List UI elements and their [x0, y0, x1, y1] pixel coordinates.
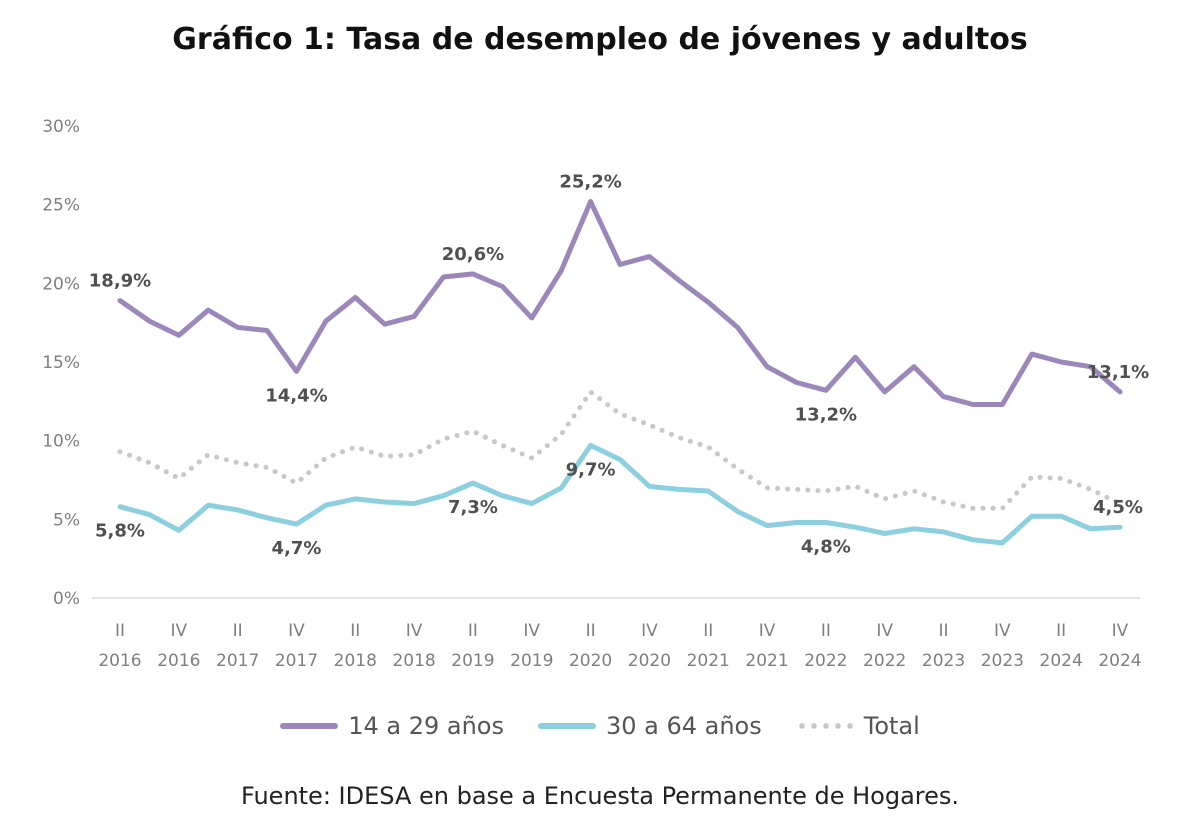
legend-label-adultos: 30 a 64 años: [605, 712, 762, 740]
data-label: 4,7%: [272, 538, 322, 559]
legend-item-total[interactable]: Total: [795, 712, 920, 740]
x-tick-quarter: II: [115, 621, 125, 641]
y-tick-label: 25%: [42, 196, 80, 216]
legend-item-adultos[interactable]: 30 a 64 años: [537, 712, 762, 740]
data-label: 20,6%: [442, 244, 504, 265]
data-label: 13,2%: [795, 404, 857, 425]
x-tick-quarter: IV: [641, 621, 658, 641]
x-tick-quarter: IV: [170, 621, 187, 641]
x-tick-quarter: II: [233, 621, 243, 641]
x-tick-quarter: IV: [523, 621, 540, 641]
legend-label-total: Total: [863, 712, 920, 740]
y-axis-ticks: 0% 5% 10% 15% 20% 25% 30%: [42, 117, 80, 609]
legend-item-jovenes[interactable]: 14 a 29 años: [280, 712, 504, 740]
data-label: 9,7%: [566, 459, 616, 480]
x-tick-year: 2019: [510, 651, 553, 671]
x-tick-year: 2017: [216, 651, 259, 671]
x-tick-quarter: IV: [1112, 621, 1129, 641]
y-tick-label: 15%: [42, 353, 80, 373]
x-tick-year: 2024: [1040, 651, 1083, 671]
x-tick-year: 2017: [275, 651, 318, 671]
data-label: 4,5%: [1093, 497, 1143, 518]
x-tick-year: 2020: [628, 651, 671, 671]
x-tick-year: 2016: [157, 651, 200, 671]
x-tick-year: 2024: [1098, 651, 1141, 671]
data-label: 18,9%: [89, 271, 151, 292]
legend: 14 a 29 años 30 a 64 años Total: [0, 712, 1200, 740]
x-tick-year: 2022: [804, 651, 847, 671]
x-tick-year: 2018: [334, 651, 377, 671]
x-tick-quarter: II: [821, 621, 831, 641]
x-axis-ticks: II 2016 IV 2016 II 2017 IV 2017 II 2018 IV 2018 II 20…: [98, 621, 1141, 671]
series-line-jovenes: [117, 199, 1123, 407]
data-label: 13,1%: [1087, 362, 1149, 383]
legend-swatch-jovenes: [280, 723, 339, 729]
x-tick-year: 2016: [98, 651, 141, 671]
chart-title: Gráfico 1: Tasa de desempleo de jóvenes …: [172, 22, 1028, 57]
x-tick-quarter: II: [468, 621, 478, 641]
data-label: 5,8%: [95, 521, 145, 542]
x-tick-year: 2019: [451, 651, 494, 671]
x-tick-quarter: II: [939, 621, 949, 641]
x-tick-quarter: IV: [759, 621, 776, 641]
series-line-adultos: [117, 442, 1123, 546]
x-tick-year: 2020: [569, 651, 612, 671]
x-tick-year: 2023: [981, 651, 1024, 671]
x-tick-year: 2022: [863, 651, 906, 671]
x-tick-quarter: IV: [994, 621, 1011, 641]
series-line-total: [117, 389, 1123, 511]
y-tick-label: 30%: [42, 117, 80, 137]
source-note: Fuente: IDESA en base a Encuesta Permane…: [240, 782, 960, 810]
x-tick-quarter: IV: [406, 621, 423, 641]
x-tick-quarter: II: [703, 621, 713, 641]
data-label: 7,3%: [448, 497, 498, 518]
series-layer: [117, 199, 1123, 546]
data-label: 14,4%: [265, 385, 327, 406]
legend-label-jovenes: 14 a 29 años: [348, 712, 504, 740]
x-tick-quarter: II: [1056, 621, 1066, 641]
x-tick-quarter: IV: [876, 621, 893, 641]
legend-swatch-total: [795, 723, 854, 729]
y-tick-label: 0%: [53, 589, 80, 609]
x-tick-year: 2021: [687, 651, 730, 671]
x-tick-quarter: II: [350, 621, 360, 641]
x-tick-year: 2021: [745, 651, 788, 671]
legend-swatch-adultos: [537, 723, 596, 729]
x-tick-year: 2023: [922, 651, 965, 671]
x-tick-year: 2018: [392, 651, 435, 671]
data-label: 4,8%: [801, 536, 851, 557]
x-tick-quarter: IV: [288, 621, 305, 641]
y-tick-label: 20%: [42, 274, 80, 294]
data-label: 25,2%: [559, 172, 621, 193]
y-tick-label: 10%: [42, 432, 80, 452]
data-labels: 18,9% 14,4% 20,6% 25,2% 13,2% 13,1% 5,8% 4,7% 7,…: [89, 172, 1149, 560]
x-tick-quarter: II: [586, 621, 596, 641]
y-tick-label: 5%: [53, 510, 80, 530]
